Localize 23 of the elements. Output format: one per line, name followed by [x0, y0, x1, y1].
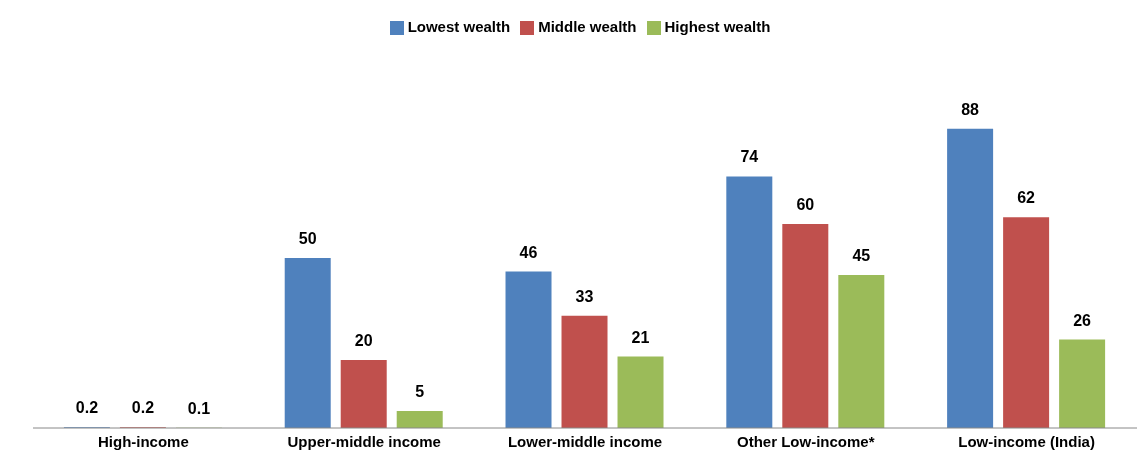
x-tick-label: Other Low-income* [737, 432, 875, 450]
legend-label: Middle wealth [538, 18, 637, 35]
data-label: 88 [961, 100, 980, 118]
data-label: 26 [1073, 311, 1092, 329]
data-label: 33 [575, 287, 594, 305]
data-label: 20 [354, 332, 373, 349]
data-label: 50 [298, 230, 317, 247]
data-label: 0.2 [131, 399, 155, 417]
legend-label: Lowest wealth [407, 18, 511, 35]
legend-label: Highest wealth [664, 18, 771, 35]
data-label: 62 [1017, 189, 1036, 207]
x-tick-label: Lower-middle income [507, 432, 663, 450]
data-label: 21 [631, 328, 650, 346]
data-label: 45 [852, 247, 871, 264]
data-label: 0.1 [187, 399, 211, 417]
x-tick-label: Upper-middle income [287, 432, 441, 450]
x-tick-label: High-income [97, 432, 189, 450]
data-label: 60 [796, 196, 815, 213]
data-label: 5 [415, 383, 425, 400]
data-label: 46 [519, 243, 538, 261]
data-label: 0.2 [75, 399, 99, 417]
x-tick-label: Low-income (India) [958, 432, 1095, 450]
data-label: 74 [740, 148, 759, 166]
